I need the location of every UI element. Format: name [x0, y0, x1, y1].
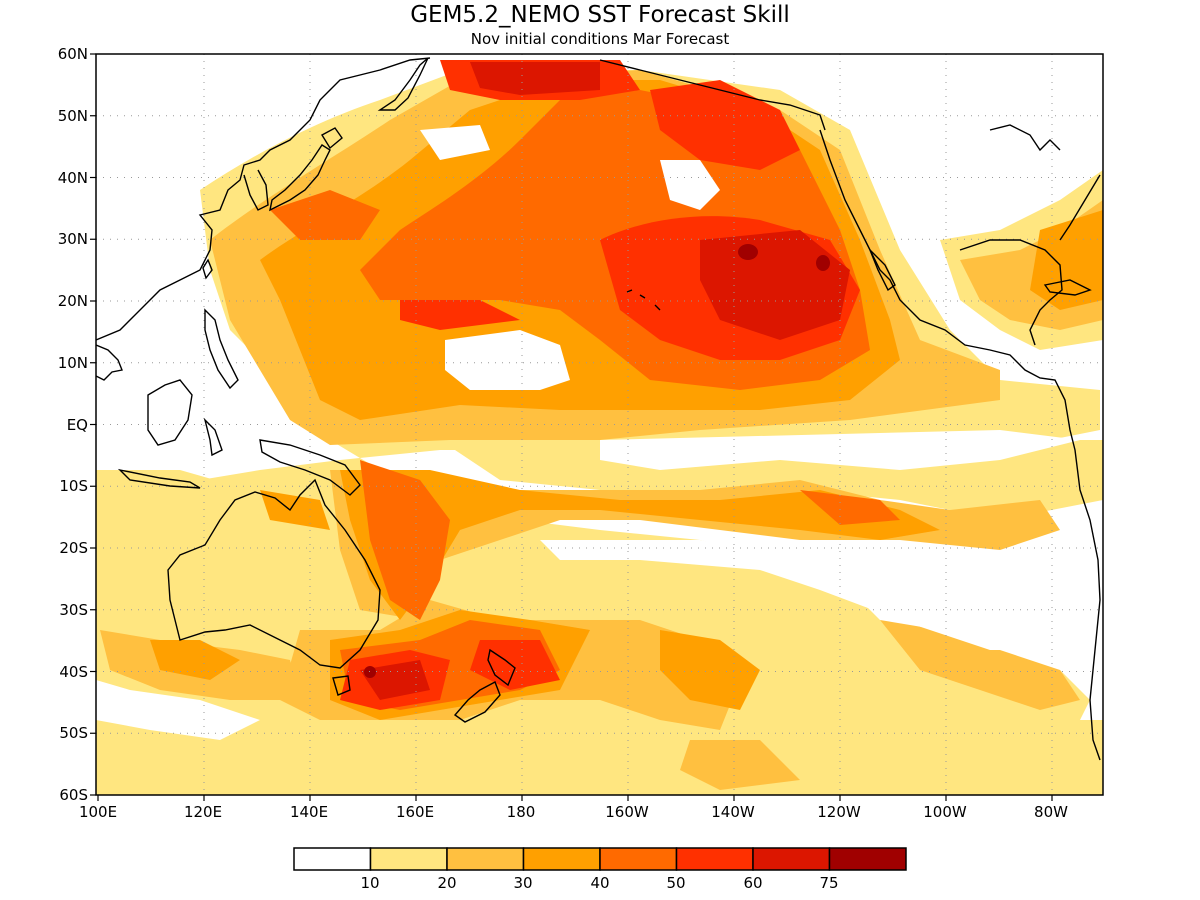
china-coast: [96, 57, 431, 341]
axis-ticks: [90, 53, 1053, 801]
colorbar-swatch: [293, 847, 372, 871]
tasmania-outline: [332, 675, 351, 696]
asia-coast: [96, 344, 123, 381]
colorbar-swatch: [675, 847, 754, 871]
colorbar-swatch: [752, 847, 831, 871]
y-tick-label: 50N: [58, 107, 88, 125]
y-tick-label: EQ: [67, 416, 88, 434]
hawaii-islands: [626, 289, 661, 311]
skill-level-75-plus: [364, 244, 830, 678]
colorbar-swatch: [599, 847, 678, 871]
x-tick-label: 140E: [290, 803, 328, 821]
x-tick-label: 160E: [396, 803, 434, 821]
y-tick-label: 20S: [59, 539, 88, 557]
colorbar-swatch: [522, 847, 601, 871]
sulawesi-outline: [203, 417, 223, 457]
cuba-outline: [1043, 279, 1092, 296]
y-axis-labels: 60N 50N 40N 30N 20N 10N EQ 10S 20S 30S 4…: [58, 45, 88, 804]
skill-level-60-75: [360, 62, 850, 700]
colorbar-label: 75: [819, 874, 838, 892]
x-tick-label: 120E: [184, 803, 222, 821]
japan-outline: [269, 144, 331, 212]
philippines-outline: [204, 308, 239, 390]
colorbar: [293, 847, 907, 871]
colorbar-label: 50: [666, 874, 685, 892]
low-skill-patches: [96, 125, 1080, 740]
x-tick-label: 80W: [1034, 803, 1068, 821]
alaska-coast: [599, 59, 826, 131]
plot-area: [96, 54, 1103, 795]
colorbar-label: 30: [513, 874, 532, 892]
y-tick-label: 50S: [59, 724, 88, 742]
kamchatka-coast: [377, 57, 429, 111]
x-tick-label: 120W: [817, 803, 861, 821]
chart-title: GEM5.2_NEMO SST Forecast Skill: [410, 2, 790, 28]
y-tick-label: 10N: [58, 354, 88, 372]
y-tick-label: 60N: [58, 45, 88, 63]
nz-north-island: [487, 648, 516, 687]
florida-coast: [1059, 174, 1101, 241]
colorbar-label: 60: [743, 874, 762, 892]
baja-california: [869, 249, 896, 292]
y-tick-label: 10S: [59, 477, 88, 495]
nz-south-island: [453, 681, 501, 723]
y-tick-label: 30N: [58, 230, 88, 248]
y-tick-label: 30S: [59, 601, 88, 619]
coastlines: [96, 57, 1101, 761]
y-tick-label: 40N: [58, 169, 88, 187]
borneo-outline: [147, 379, 193, 446]
x-tick-label: 140W: [711, 803, 755, 821]
canada-coast: [989, 124, 1061, 152]
colorbar-swatch: [446, 847, 525, 871]
gulf-coast: [959, 239, 1063, 346]
colorbar-swatch: [369, 847, 448, 871]
x-tick-label: 180: [507, 803, 536, 821]
colorbar-label: 10: [360, 874, 379, 892]
x-tick-label: 100W: [923, 803, 967, 821]
java-outline: [117, 468, 201, 489]
skill-shading: [96, 60, 1103, 795]
y-tick-label: 60S: [59, 786, 88, 804]
y-tick-label: 40S: [59, 663, 88, 681]
colorbar-label: 40: [590, 874, 609, 892]
x-tick-label: 100E: [79, 803, 117, 821]
chart-subtitle: Nov initial conditions Mar Forecast: [471, 30, 730, 48]
x-axis-labels: 100E 120E 140E 160E 180 160W 140W 120W 1…: [79, 803, 1068, 821]
hokkaido-outline: [321, 127, 343, 150]
new-guinea-outline: [259, 439, 361, 496]
colorbar-swatch: [828, 847, 907, 871]
taiwan-outline: [202, 258, 213, 280]
x-tick-label: 160W: [605, 803, 649, 821]
australia-outline: [167, 478, 381, 669]
colorbar-label: 20: [437, 874, 456, 892]
y-tick-label: 20N: [58, 292, 88, 310]
colorbar-labels: 10 20 30 40 50 60 75: [360, 874, 838, 892]
korea-coast: [243, 169, 269, 211]
